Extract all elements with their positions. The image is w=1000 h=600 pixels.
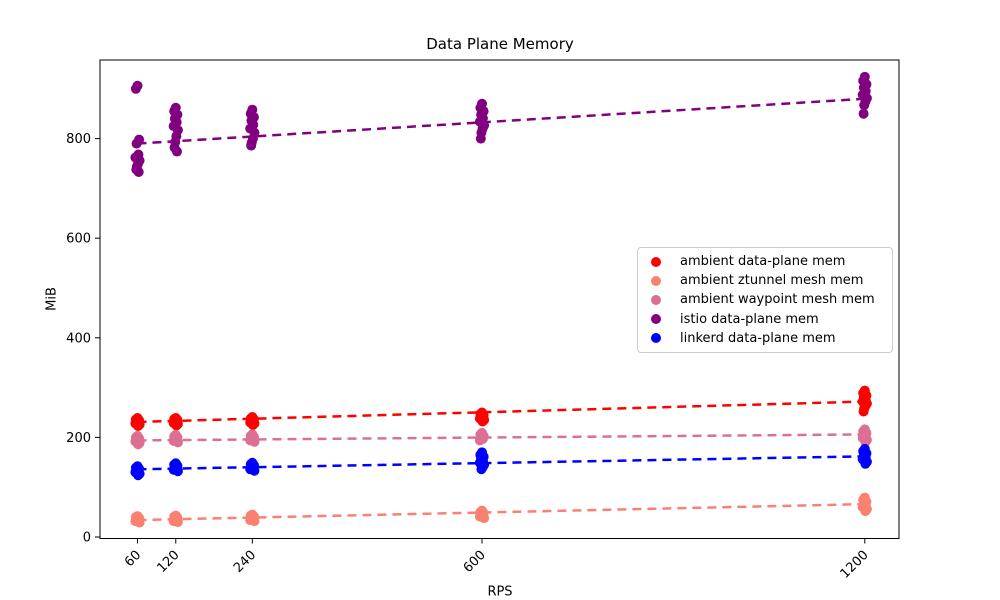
legend-label: linkerd data-plane mem bbox=[680, 330, 836, 346]
scatter-point bbox=[249, 465, 260, 476]
scatter-point bbox=[133, 470, 144, 481]
legend-item: istio data-plane mem bbox=[638, 310, 892, 329]
scatter-point bbox=[246, 140, 257, 151]
legend-marker-icon bbox=[651, 314, 661, 325]
scatter-point bbox=[247, 419, 258, 430]
legend-item: ambient waypoint mesh mem bbox=[638, 290, 892, 309]
scatter-point bbox=[172, 466, 183, 477]
scatter-point bbox=[133, 439, 144, 450]
x-tick-label: 240 bbox=[231, 548, 259, 576]
scatter-point bbox=[860, 506, 871, 517]
legend-marker-icon bbox=[651, 294, 661, 305]
scatter-point bbox=[249, 436, 260, 447]
x-tick-label: 60 bbox=[122, 548, 144, 570]
y-tick-label: 200 bbox=[66, 431, 91, 446]
x-tick-label: 1200 bbox=[838, 548, 872, 582]
scatter-point bbox=[858, 108, 869, 119]
legend-marker-icon bbox=[651, 275, 661, 286]
x-tick-label: 120 bbox=[154, 548, 182, 576]
y-tick-label: 400 bbox=[66, 331, 91, 346]
scatter-point bbox=[477, 416, 488, 427]
scatter-point bbox=[172, 437, 183, 448]
legend-item: linkerd data-plane mem bbox=[638, 329, 892, 348]
legend-marker-icon bbox=[651, 256, 661, 267]
legend: ambient data-plane mem ambient ztunnel me… bbox=[637, 247, 893, 353]
x-tick-label: 600 bbox=[461, 548, 489, 576]
scatter-point bbox=[476, 464, 487, 475]
y-tick-label: 0 bbox=[83, 531, 91, 546]
scatter-point bbox=[474, 435, 485, 446]
y-tick-label: 800 bbox=[66, 132, 91, 147]
legend-marker-icon bbox=[651, 333, 661, 344]
scatter-point bbox=[131, 138, 142, 149]
scatter-point bbox=[860, 458, 871, 469]
y-tick-label: 600 bbox=[66, 232, 91, 247]
scatter-point bbox=[171, 146, 182, 157]
scatter-point bbox=[249, 516, 260, 527]
legend-label: istio data-plane mem bbox=[680, 311, 819, 327]
scatter-point bbox=[133, 166, 144, 177]
scatter-point bbox=[172, 517, 183, 528]
chart-title: Data Plane Memory bbox=[426, 35, 574, 53]
scatter-point bbox=[475, 133, 486, 144]
axes-frame bbox=[99, 59, 900, 539]
trend-line bbox=[137, 455, 865, 471]
scatter-point bbox=[130, 83, 141, 94]
scatter-point bbox=[479, 513, 490, 524]
scatter-point bbox=[134, 517, 145, 528]
scatter-point bbox=[858, 406, 869, 417]
legend-label: ambient ztunnel mesh mem bbox=[680, 273, 864, 289]
scatter-point bbox=[859, 100, 870, 111]
legend-item: ambient data-plane mem bbox=[638, 252, 892, 271]
trend-line bbox=[137, 97, 865, 145]
scatter-point bbox=[133, 420, 144, 431]
legend-item: ambient ztunnel mesh mem bbox=[638, 271, 892, 290]
legend-label: ambient waypoint mesh mem bbox=[680, 292, 875, 308]
legend-label: ambient data-plane mem bbox=[680, 254, 846, 270]
x-axis-label: RPS bbox=[487, 584, 513, 600]
scatter-point bbox=[171, 420, 182, 431]
